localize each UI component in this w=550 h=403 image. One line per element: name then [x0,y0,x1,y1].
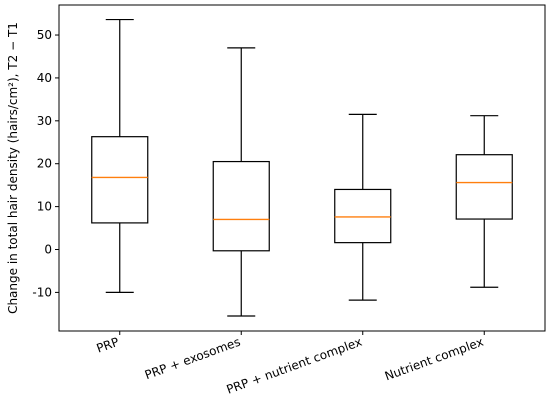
plot-area [58,4,546,332]
y-tick-label: 30 [37,114,52,128]
y-axis: -10 0 10 20 30 40 50 [32,28,59,299]
y-tick-label: 20 [37,157,52,171]
box-group [334,113,392,301]
x-tick-label: Nutrient complex [383,335,485,384]
box-iqr [334,188,392,244]
y-tick-label: 0 [44,243,52,257]
y-axis-label: Change in total hair density (hairs/cm²)… [6,22,20,314]
box-group [91,18,149,293]
box-iqr [212,160,270,252]
box-iqr [91,136,149,224]
boxes-layer [91,18,513,317]
x-tick-label: PRP [95,335,121,356]
y-tick-label: -10 [32,285,52,299]
box-group [455,115,513,288]
x-tick-label: PRP + nutrient complex [225,335,364,397]
y-tick-label: 40 [37,71,52,85]
y-tick-label: 50 [37,28,52,42]
x-tick-label: PRP + exosomes [143,335,242,383]
y-tick-label: 10 [37,200,52,214]
box-group [212,47,270,317]
box-iqr [455,154,513,220]
